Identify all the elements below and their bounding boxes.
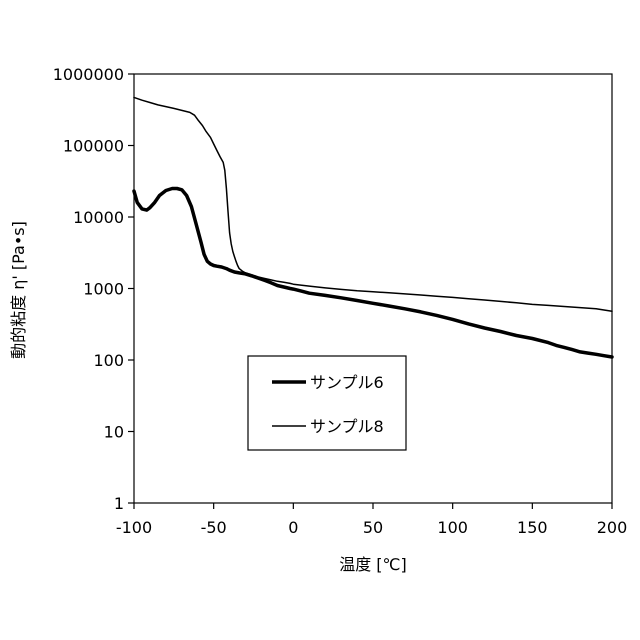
legend-label-series-1: サンプル6	[310, 373, 384, 392]
x-tick-label: -50	[201, 518, 227, 537]
series-lines	[134, 97, 612, 357]
x-tick-label: -100	[116, 518, 152, 537]
x-tick-label: 200	[597, 518, 628, 537]
series-line-2	[134, 97, 612, 311]
x-tick-label: 0	[288, 518, 298, 537]
x-tick-label: 150	[517, 518, 548, 537]
y-tick-label: 10000	[73, 208, 124, 227]
y-tick-label: 1000	[83, 280, 124, 299]
y-axis-label: 動的粘度 η' [Pa•s]	[9, 221, 28, 359]
x-tick-label: 100	[437, 518, 468, 537]
axis-ticks: -100 -50 0 50 100 150 200 1 10 100 1000 10000 100000…	[53, 65, 628, 537]
y-tick-label: 1000000	[53, 65, 124, 84]
legend-label-series-2: サンプル8	[310, 417, 384, 436]
legend: サンプル6 サンプル8	[248, 356, 406, 450]
y-tick-label: 10	[104, 423, 124, 442]
x-tick-label: 50	[363, 518, 383, 537]
x-axis-label: 温度 [℃]	[339, 555, 407, 574]
series-line-1	[134, 189, 612, 358]
y-tick-label: 100	[93, 351, 124, 370]
y-tick-label: 100000	[63, 137, 124, 156]
y-tick-label: 1	[114, 494, 124, 513]
